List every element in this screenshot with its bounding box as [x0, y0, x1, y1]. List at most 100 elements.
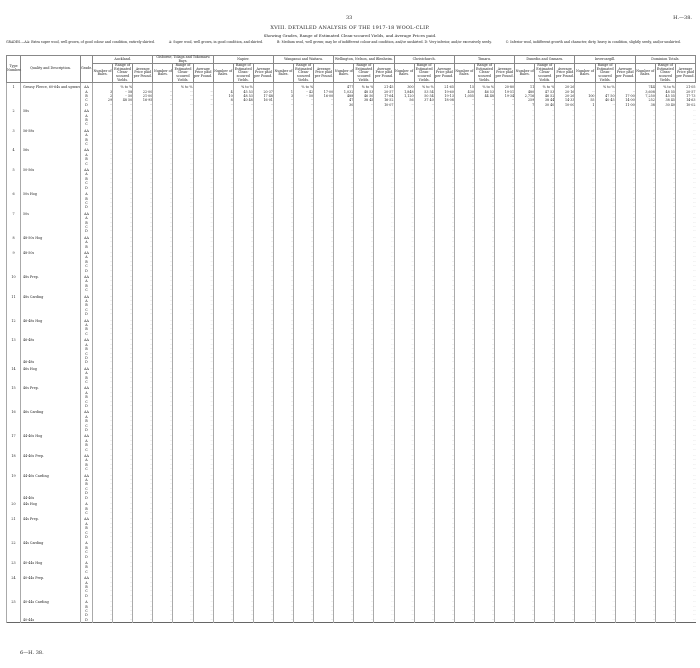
empty-cell: ··: [514, 209, 535, 217]
empty-cell: ··: [453, 264, 475, 269]
type-number: [6, 122, 21, 127]
empty-cell: ··: [292, 220, 314, 225]
empty-cell: ··: [433, 414, 455, 420]
empty-cell: ··: [152, 283, 173, 289]
empty-cell: ··: [674, 327, 696, 332]
empty-cell: ··: [172, 580, 193, 585]
type-number: [6, 613, 21, 618]
empty-cell: ··: [674, 161, 696, 167]
empty-cell: ··: [272, 331, 294, 337]
empty-cell: ··: [654, 399, 676, 404]
empty-cell: ··: [634, 375, 656, 380]
empty-cell: ··: [433, 521, 455, 527]
table-row: A ·· ·· ·· ·· ·· ·· ·· ·· ·· ·· ·· ·· ·· ·· ·· ·· ·· ·· ·· ·…: [6, 323, 696, 328]
empty-cell: ··: [594, 248, 616, 256]
cell-value: 3: [272, 93, 294, 99]
empty-cell: ··: [373, 161, 395, 167]
type-number: 4: [6, 146, 21, 153]
empty-cell: ··: [292, 118, 314, 123]
empty-cell: ··: [433, 482, 455, 487]
empty-cell: ··: [514, 452, 535, 459]
empty-cell: ··: [574, 316, 596, 324]
empty-cell: ··: [413, 316, 435, 324]
empty-cell: ··: [91, 233, 113, 241]
empty-cell: ··: [674, 113, 696, 118]
table-row: B ·· ·· ·· ·· ·· ·· ·· ·· ·· ·· ·· ·· ·· ·· ·· ·· ·· ·· ·· ·…: [6, 137, 696, 143]
empty-cell: ··: [373, 428, 395, 433]
empty-cell: ··: [132, 589, 153, 594]
empty-cell: ··: [192, 491, 214, 496]
empty-cell: ··: [252, 205, 274, 210]
empty-cell: ··: [634, 438, 656, 444]
empty-cell: ··: [172, 390, 193, 396]
empty-cell: ··: [172, 185, 193, 191]
empty-cell: ··: [192, 486, 214, 492]
empty-cell: ··: [614, 161, 636, 167]
empty-cell: ··: [393, 224, 415, 230]
empty-cell: ··: [574, 471, 596, 479]
empty-cell: ··: [212, 428, 234, 433]
grade: B: [80, 327, 93, 332]
empty-cell: ··: [654, 312, 676, 317]
empty-cell: ··: [333, 323, 354, 328]
quality-description: [20, 355, 81, 361]
empty-cell: ··: [152, 423, 173, 428]
empty-cell: ··: [534, 205, 555, 210]
empty-cell: ··: [574, 414, 596, 420]
empty-cell: ··: [172, 515, 193, 522]
empty-cell: ··: [152, 432, 173, 439]
empty-cell: ··: [132, 574, 153, 581]
grade: A: [80, 255, 93, 260]
empty-cell: ··: [654, 176, 676, 182]
empty-cell: ··: [252, 506, 274, 511]
cell-value: 40 48: [232, 98, 254, 103]
empty-cell: ··: [554, 224, 575, 230]
empty-cell: ··: [674, 526, 696, 531]
empty-cell: ··: [494, 598, 515, 605]
empty-cell: ··: [634, 423, 656, 428]
cell-value: 1,032: [333, 89, 354, 94]
empty-cell: ··: [413, 196, 435, 201]
empty-cell: ··: [494, 273, 515, 280]
empty-cell: ··: [333, 589, 354, 594]
empty-cell: ··: [152, 126, 173, 134]
empty-cell: ··: [373, 264, 395, 269]
empty-cell: ··: [353, 176, 374, 182]
empty-cell: ··: [232, 248, 254, 256]
empty-cell: ··: [554, 166, 575, 173]
empty-cell: ··: [132, 617, 153, 623]
empty-cell: ··: [272, 580, 294, 585]
empty-cell: ··: [91, 399, 113, 404]
empty-cell: ··: [112, 390, 133, 396]
empty-cell: ··: [252, 200, 274, 206]
empty-cell: ··: [393, 495, 415, 501]
cell-value: 48 55: [654, 89, 676, 94]
empty-cell: ··: [614, 526, 636, 531]
empty-cell: ··: [433, 423, 455, 428]
cell-value: % to %: [112, 82, 133, 90]
empty-cell: ··: [453, 299, 475, 304]
empty-cell: ··: [554, 299, 575, 304]
empty-cell: ··: [353, 118, 374, 123]
empty-cell: ··: [473, 331, 495, 337]
empty-cell: ··: [252, 347, 274, 352]
empty-cell: ··: [292, 414, 314, 420]
empty-cell: ··: [252, 190, 274, 197]
empty-cell: ··: [514, 500, 535, 507]
empty-cell: ··: [252, 500, 274, 507]
empty-cell: ··: [574, 526, 596, 531]
empty-cell: ··: [353, 452, 374, 459]
empty-cell: ··: [172, 161, 193, 167]
empty-cell: ··: [433, 273, 455, 280]
empty-cell: ··: [313, 598, 334, 605]
empty-cell: ··: [453, 248, 475, 256]
empty-cell: ··: [353, 530, 374, 535]
empty-cell: ··: [212, 419, 234, 424]
table-row: 8 48-50s Hog AA ·· ·· ·· ·· ·· ·· ·· ·· ·· ·· ·· ·· ·· ·…: [6, 233, 696, 241]
quality-description: [20, 447, 81, 453]
empty-cell: ··: [433, 205, 455, 210]
empty-cell: ··: [333, 133, 354, 138]
cell-value: [574, 82, 596, 90]
empty-cell: ··: [132, 545, 153, 551]
empty-cell: ··: [292, 467, 314, 472]
